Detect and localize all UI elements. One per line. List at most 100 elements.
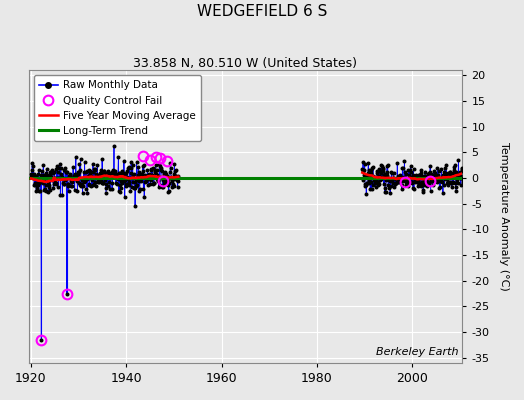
Point bbox=[400, 158, 409, 165]
Point bbox=[116, 182, 124, 188]
Point bbox=[362, 181, 370, 188]
Point bbox=[391, 175, 400, 182]
Point bbox=[444, 170, 452, 176]
Point bbox=[374, 179, 382, 185]
Point bbox=[459, 178, 467, 185]
Point bbox=[396, 172, 404, 178]
Point bbox=[82, 186, 90, 192]
Point bbox=[428, 175, 436, 181]
Point bbox=[388, 176, 397, 182]
Point bbox=[412, 172, 421, 178]
Point bbox=[373, 168, 381, 174]
Point bbox=[44, 179, 52, 185]
Point bbox=[135, 169, 143, 175]
Point bbox=[164, 189, 172, 196]
Point bbox=[456, 175, 465, 181]
Point bbox=[423, 180, 432, 186]
Point bbox=[401, 179, 410, 186]
Point bbox=[32, 188, 40, 194]
Point bbox=[66, 172, 74, 178]
Point bbox=[76, 167, 84, 174]
Point bbox=[387, 169, 396, 176]
Point bbox=[163, 180, 171, 187]
Point bbox=[116, 170, 125, 176]
Point bbox=[57, 165, 65, 171]
Point bbox=[106, 175, 115, 182]
Point bbox=[446, 171, 454, 178]
Point bbox=[75, 182, 84, 188]
Point bbox=[408, 174, 416, 181]
Point bbox=[148, 165, 157, 171]
Point bbox=[376, 168, 384, 174]
Point bbox=[451, 180, 460, 186]
Point bbox=[57, 175, 66, 182]
Point bbox=[65, 172, 73, 179]
Point bbox=[41, 186, 49, 192]
Point bbox=[453, 173, 462, 180]
Point bbox=[56, 161, 64, 167]
Point bbox=[28, 174, 37, 180]
Point bbox=[374, 182, 383, 188]
Point bbox=[84, 167, 93, 173]
Point bbox=[83, 190, 92, 197]
Point bbox=[123, 174, 131, 180]
Point bbox=[27, 174, 36, 180]
Point bbox=[427, 188, 435, 194]
Point bbox=[28, 159, 36, 166]
Point bbox=[171, 172, 179, 179]
Point bbox=[53, 169, 62, 175]
Point bbox=[126, 175, 134, 182]
Point bbox=[141, 172, 149, 178]
Point bbox=[31, 180, 39, 186]
Point bbox=[102, 190, 110, 196]
Point bbox=[383, 172, 391, 178]
Point bbox=[90, 179, 99, 186]
Point bbox=[69, 163, 77, 170]
Point bbox=[137, 171, 146, 178]
Title: 33.858 N, 80.510 W (United States): 33.858 N, 80.510 W (United States) bbox=[134, 57, 357, 70]
Point bbox=[28, 167, 36, 173]
Point bbox=[118, 168, 126, 174]
Point bbox=[112, 180, 120, 187]
Point bbox=[438, 175, 446, 182]
Point bbox=[414, 183, 422, 190]
Point bbox=[153, 172, 161, 179]
Point bbox=[453, 173, 461, 180]
Point bbox=[394, 173, 402, 180]
Point bbox=[386, 178, 394, 184]
Point bbox=[115, 189, 124, 195]
Point bbox=[148, 172, 156, 178]
Point bbox=[156, 182, 164, 189]
Point bbox=[100, 168, 108, 174]
Point bbox=[424, 171, 432, 178]
Point bbox=[77, 156, 85, 162]
Point bbox=[48, 177, 56, 183]
Text: Berkeley Earth: Berkeley Earth bbox=[376, 347, 458, 357]
Point bbox=[110, 170, 118, 177]
Point bbox=[149, 174, 158, 180]
Point bbox=[174, 173, 182, 179]
Point bbox=[452, 184, 460, 190]
Point bbox=[84, 173, 92, 179]
Point bbox=[79, 190, 87, 196]
Point bbox=[369, 177, 378, 183]
Point bbox=[144, 182, 152, 188]
Point bbox=[40, 172, 49, 178]
Point bbox=[133, 159, 141, 166]
Point bbox=[29, 175, 37, 181]
Point bbox=[162, 173, 171, 179]
Point bbox=[446, 179, 455, 186]
Point bbox=[90, 166, 99, 172]
Point bbox=[46, 168, 54, 175]
Point bbox=[426, 163, 434, 169]
Point bbox=[104, 168, 113, 174]
Point bbox=[30, 174, 39, 180]
Point bbox=[78, 177, 86, 184]
Point bbox=[47, 174, 56, 180]
Point bbox=[136, 173, 145, 179]
Point bbox=[447, 179, 455, 185]
Point bbox=[396, 174, 404, 180]
Point bbox=[384, 185, 392, 192]
Point bbox=[396, 178, 405, 184]
Point bbox=[425, 180, 434, 187]
